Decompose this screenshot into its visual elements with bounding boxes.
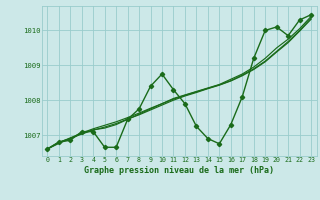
X-axis label: Graphe pression niveau de la mer (hPa): Graphe pression niveau de la mer (hPa) xyxy=(84,166,274,175)
